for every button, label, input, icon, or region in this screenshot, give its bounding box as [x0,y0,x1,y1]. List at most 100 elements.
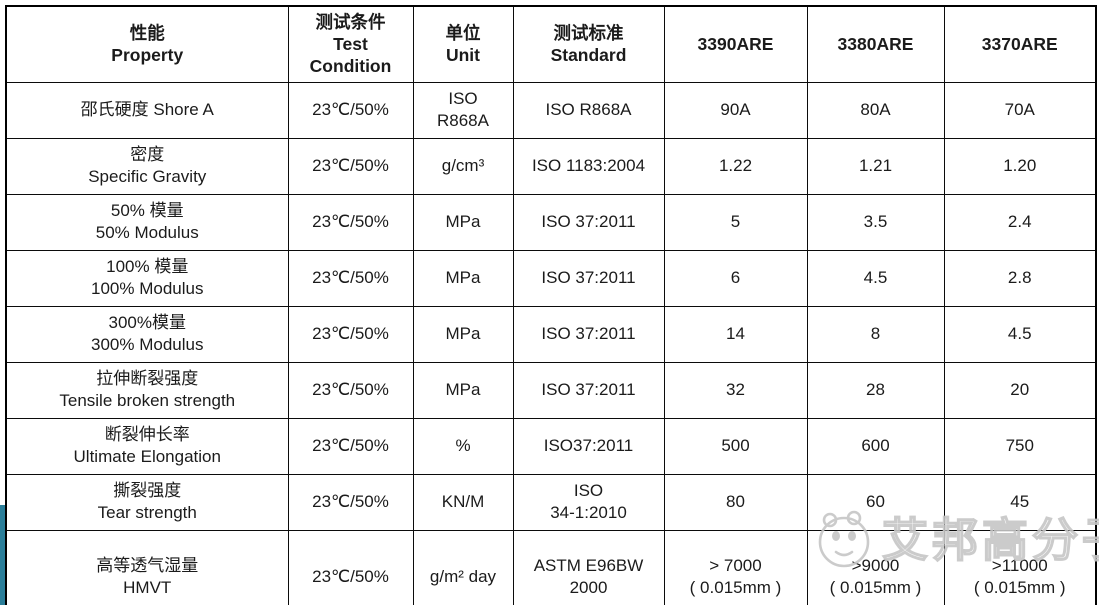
cell-property: 100% 模量 100% Modulus [5,249,289,307]
cell-unit: ISO R868A [412,81,514,139]
cell-unit: g/cm³ [412,137,514,195]
cell-line: 32 [726,379,745,399]
cell-line: 70A [1004,99,1035,119]
cell-line: ISO37:2011 [543,435,634,455]
cell-line: 2.8 [1007,267,1032,287]
cell-3390are: > 7000 ( 0.015mm ) [663,529,808,605]
cell-line: 断裂伸长率 [104,424,190,444]
cell-3380are: 60 [806,473,945,531]
cell-line: 4.5 [1007,323,1032,343]
cell-line: Tensile broken strength [59,391,236,410]
cell-line: 100% 模量 [106,256,189,276]
table-header: 性能 Property 测试条件 Test Condition 单位 Unit 测试标准… [5,5,1097,83]
cell-3380are: 1.21 [806,137,945,195]
table-row: 拉伸断裂强度 Tensile broken strength 23℃/50% MPa I… [5,361,1097,419]
table-row: 断裂伸长率 Ultimate Elongation 23℃/50%% ISO37:20… [5,417,1097,475]
cell-line: g/cm³ [441,155,485,175]
table-row: 高等透气湿量 HMVT 23℃/50% g/m² day ASTM E96BW 2000 >… [5,529,1097,605]
cell-property: 邵氏硬度 Shore A [5,81,289,139]
header-cell-3370are: 3370ARE [943,5,1097,83]
table-row: 撕裂强度 Tear strength 23℃/50% KN/M ISO 34-1:2010… [5,473,1097,531]
cell-standard: ISO 34-1:2010 [512,473,665,531]
cell-line: 80 [726,491,745,511]
cell-line: KN/M [441,491,485,511]
cell-3380are: 3.5 [806,193,945,251]
cell-line: 20 [1010,379,1030,399]
table-row: 50% 模量 50% Modulus 23℃/50% MPa ISO 37:2011 5 3… [5,193,1097,251]
cell-line: 14 [726,323,745,343]
cell-test-condition: 23℃/50% [287,361,414,419]
cell-3390are: 14 [663,305,808,363]
cell-line: ISO R868A [545,99,632,119]
cell-line: 45 [1010,491,1030,511]
cell-unit: g/m² day [412,529,514,605]
cell-line: Tear strength [97,503,197,522]
cell-line: 23℃/50% [312,155,389,175]
cell-3370are: >11000 ( 0.015mm ) [943,529,1097,605]
header-row: 性能 Property 测试条件 Test Condition 单位 Unit 测试标准… [5,5,1097,83]
cell-line: 23℃/50% [312,379,389,399]
cell-line: 3380ARE [837,34,914,55]
cell-line: 测试标准 [553,22,624,43]
cell-line: ISO 37:2011 [541,211,636,231]
cell-line: ( 0.015mm ) [973,578,1066,598]
cell-line: MPa [445,379,481,399]
cell-3370are: 45 [943,473,1097,531]
cell-line: Property [111,45,184,66]
cell-property: 300%模量 300% Modulus [5,305,289,363]
cell-line: 100% Modulus [91,279,204,298]
cell-line: HMVT [123,578,172,598]
cell-line: MPa [445,267,481,287]
cell-line: 23℃/50% [312,491,389,511]
cell-test-condition: 23℃/50% [287,249,414,307]
cell-line: ( 0.015mm ) [689,578,782,598]
table-row: 密度 Specific Gravity 23℃/50% g/cm³ ISO 1183:2… [5,137,1097,195]
cell-line: 单位 [445,22,481,43]
cell-line: 23℃/50% [312,323,389,343]
cell-line: g/m² day [429,567,497,587]
cell-line: 500 [721,435,750,455]
cell-line: Test [333,34,368,55]
cell-line: ISO 37:2011 [541,323,636,343]
cell-line: 5 [730,211,741,231]
cell-line: Specific Gravity [88,167,207,186]
cell-test-condition: 23℃/50% [287,305,414,363]
cell-line: 密度 [130,144,165,164]
cell-line: ISO 37:2011 [541,267,636,287]
cell-test-condition: 23℃/50% [287,473,414,531]
cell-line: 测试条件 [315,11,386,32]
cell-line: 1.22 [718,155,753,175]
cell-line: >9000 [851,555,900,575]
cell-test-condition: 23℃/50% [287,417,414,475]
cell-standard: ISO 37:2011 [512,249,665,307]
cell-standard: ASTM E96BW 2000 [512,529,665,605]
cell-3390are: 90A [663,81,808,139]
cell-3380are: 4.5 [806,249,945,307]
cell-line: 23℃/50% [312,267,389,287]
cell-property: 50% 模量 50% Modulus [5,193,289,251]
cell-line: 28 [866,379,885,399]
cell-3390are: 6 [663,249,808,307]
cell-line: 23℃/50% [312,99,389,119]
cell-line: Condition [309,56,392,77]
cell-standard: ISO 37:2011 [512,361,665,419]
cell-3370are: 20 [943,361,1097,419]
cell-3370are: 70A [943,81,1097,139]
cell-3380are: >9000 ( 0.015mm ) [806,529,945,605]
cell-unit: % [412,417,514,475]
cell-3390are: 1.22 [663,137,808,195]
cell-test-condition: 23℃/50% [287,193,414,251]
cell-3370are: 2.8 [943,249,1097,307]
cell-property: 高等透气湿量 HMVT [5,529,289,605]
cell-line: 3370ARE [981,34,1058,55]
spec-table: 性能 Property 测试条件 Test Condition 单位 Unit 测试标准… [5,5,1097,605]
cell-3370are: 750 [943,417,1097,475]
cell-line: MPa [445,211,481,231]
cell-line: ISO [573,480,604,500]
cell-line: MPa [445,323,481,343]
cell-line: 23℃/50% [312,435,389,455]
cell-line: 23℃/50% [312,567,389,587]
header-cell-standard: 测试标准 Standard [512,5,665,83]
cell-line: 300%模量 [108,312,186,332]
